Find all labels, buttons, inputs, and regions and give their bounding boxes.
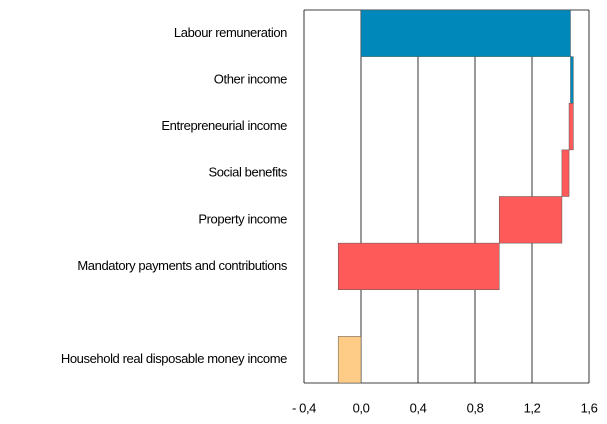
x-tick-label: 0,0 xyxy=(353,400,370,415)
bar xyxy=(498,196,563,244)
category-label: Mandatory payments and contributions xyxy=(77,258,288,273)
bar xyxy=(570,56,574,104)
bar xyxy=(337,336,362,384)
bar xyxy=(568,103,574,151)
category-label: Entrepreneurial income xyxy=(161,118,287,133)
bar xyxy=(561,149,570,197)
x-tick-label: - 0,4 xyxy=(292,400,316,415)
x-tick-label: 1,2 xyxy=(524,400,541,415)
x-tick-label: 0,8 xyxy=(467,400,484,415)
category-label: Property income xyxy=(198,211,287,226)
category-label: Other income xyxy=(214,71,287,86)
category-label: Household real disposable money income xyxy=(61,351,287,366)
bar xyxy=(360,9,571,57)
bar xyxy=(337,242,500,290)
x-tick-label: 0,4 xyxy=(410,400,427,415)
category-label: Social benefits xyxy=(208,165,287,180)
category-label: Labour remuneration xyxy=(174,25,287,40)
x-tick-label: 1,6 xyxy=(581,400,598,415)
